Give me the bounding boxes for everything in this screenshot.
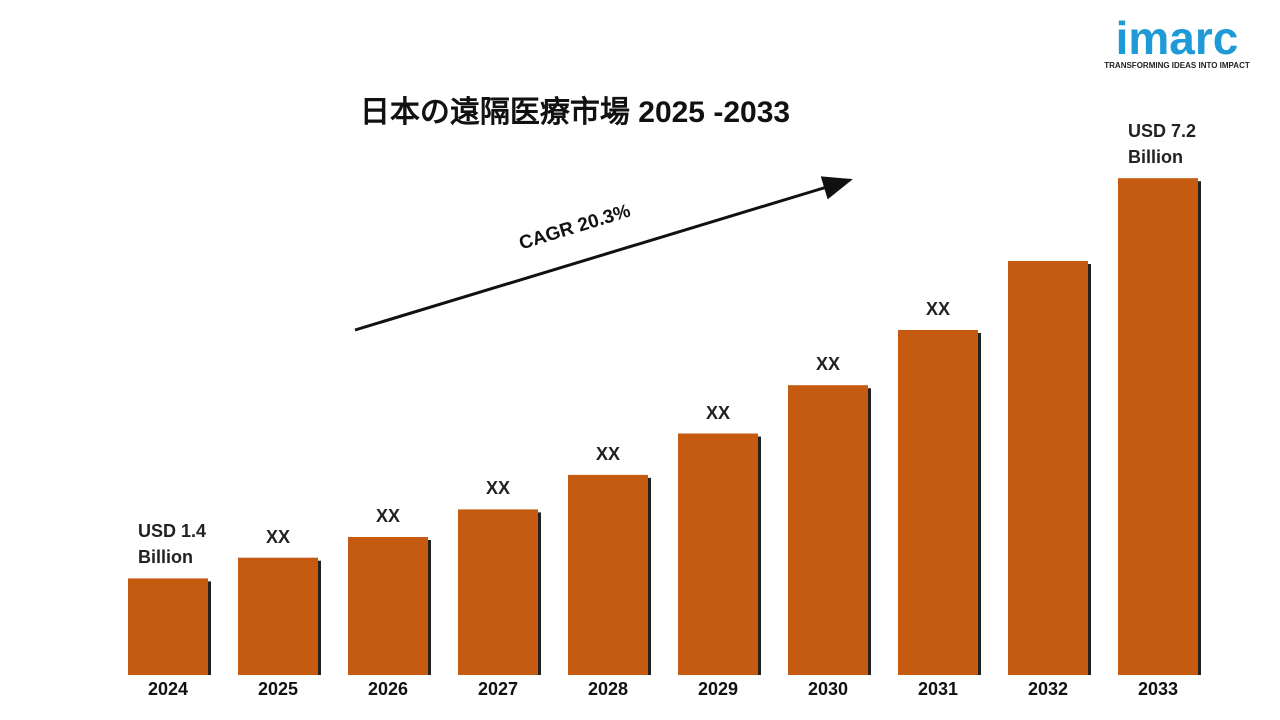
- bar: [238, 557, 318, 675]
- x-tick-label: 2030: [808, 679, 848, 699]
- bar: [1008, 261, 1088, 675]
- value-label: XX: [265, 526, 290, 547]
- bar: [348, 537, 428, 675]
- trend-arrow: [354, 176, 853, 332]
- logo-name: imarc: [1116, 12, 1239, 64]
- value-label: XX: [485, 478, 510, 499]
- value-label: XX: [925, 299, 950, 319]
- x-tick-label: 2029: [698, 679, 738, 699]
- value-label: USD 7.2 Billion: [1128, 121, 1197, 168]
- logo-tagline: TRANSFORMING IDEAS INTO IMPACT: [1104, 61, 1250, 70]
- x-tick-label: 2026: [368, 679, 408, 699]
- bar: [128, 578, 208, 675]
- bar: [788, 385, 868, 675]
- x-tick-label: 2024: [148, 679, 188, 699]
- value-label: USD 1.4 Billion: [138, 521, 207, 568]
- x-tick-label: 2032: [1028, 679, 1068, 699]
- value-label: XX: [375, 506, 400, 526]
- x-tick-label: 2028: [588, 679, 628, 699]
- bar: [568, 474, 648, 675]
- x-tick-label: 2033: [1138, 679, 1178, 699]
- bar: [1118, 178, 1198, 675]
- value-label: XX: [705, 402, 730, 423]
- chart-title: 日本の遠隔医療市場 2025 -2033: [360, 95, 790, 129]
- x-tick-label: 2031: [918, 679, 958, 699]
- x-tick-label: 2027: [478, 679, 518, 699]
- x-tick-label: 2025: [258, 679, 298, 699]
- cagr-label: CAGR 20.3%: [517, 201, 633, 255]
- value-label: XX: [595, 443, 620, 464]
- bar: [898, 330, 978, 675]
- value-label: XX: [815, 354, 840, 375]
- bar: [458, 509, 538, 675]
- bar: [678, 433, 758, 675]
